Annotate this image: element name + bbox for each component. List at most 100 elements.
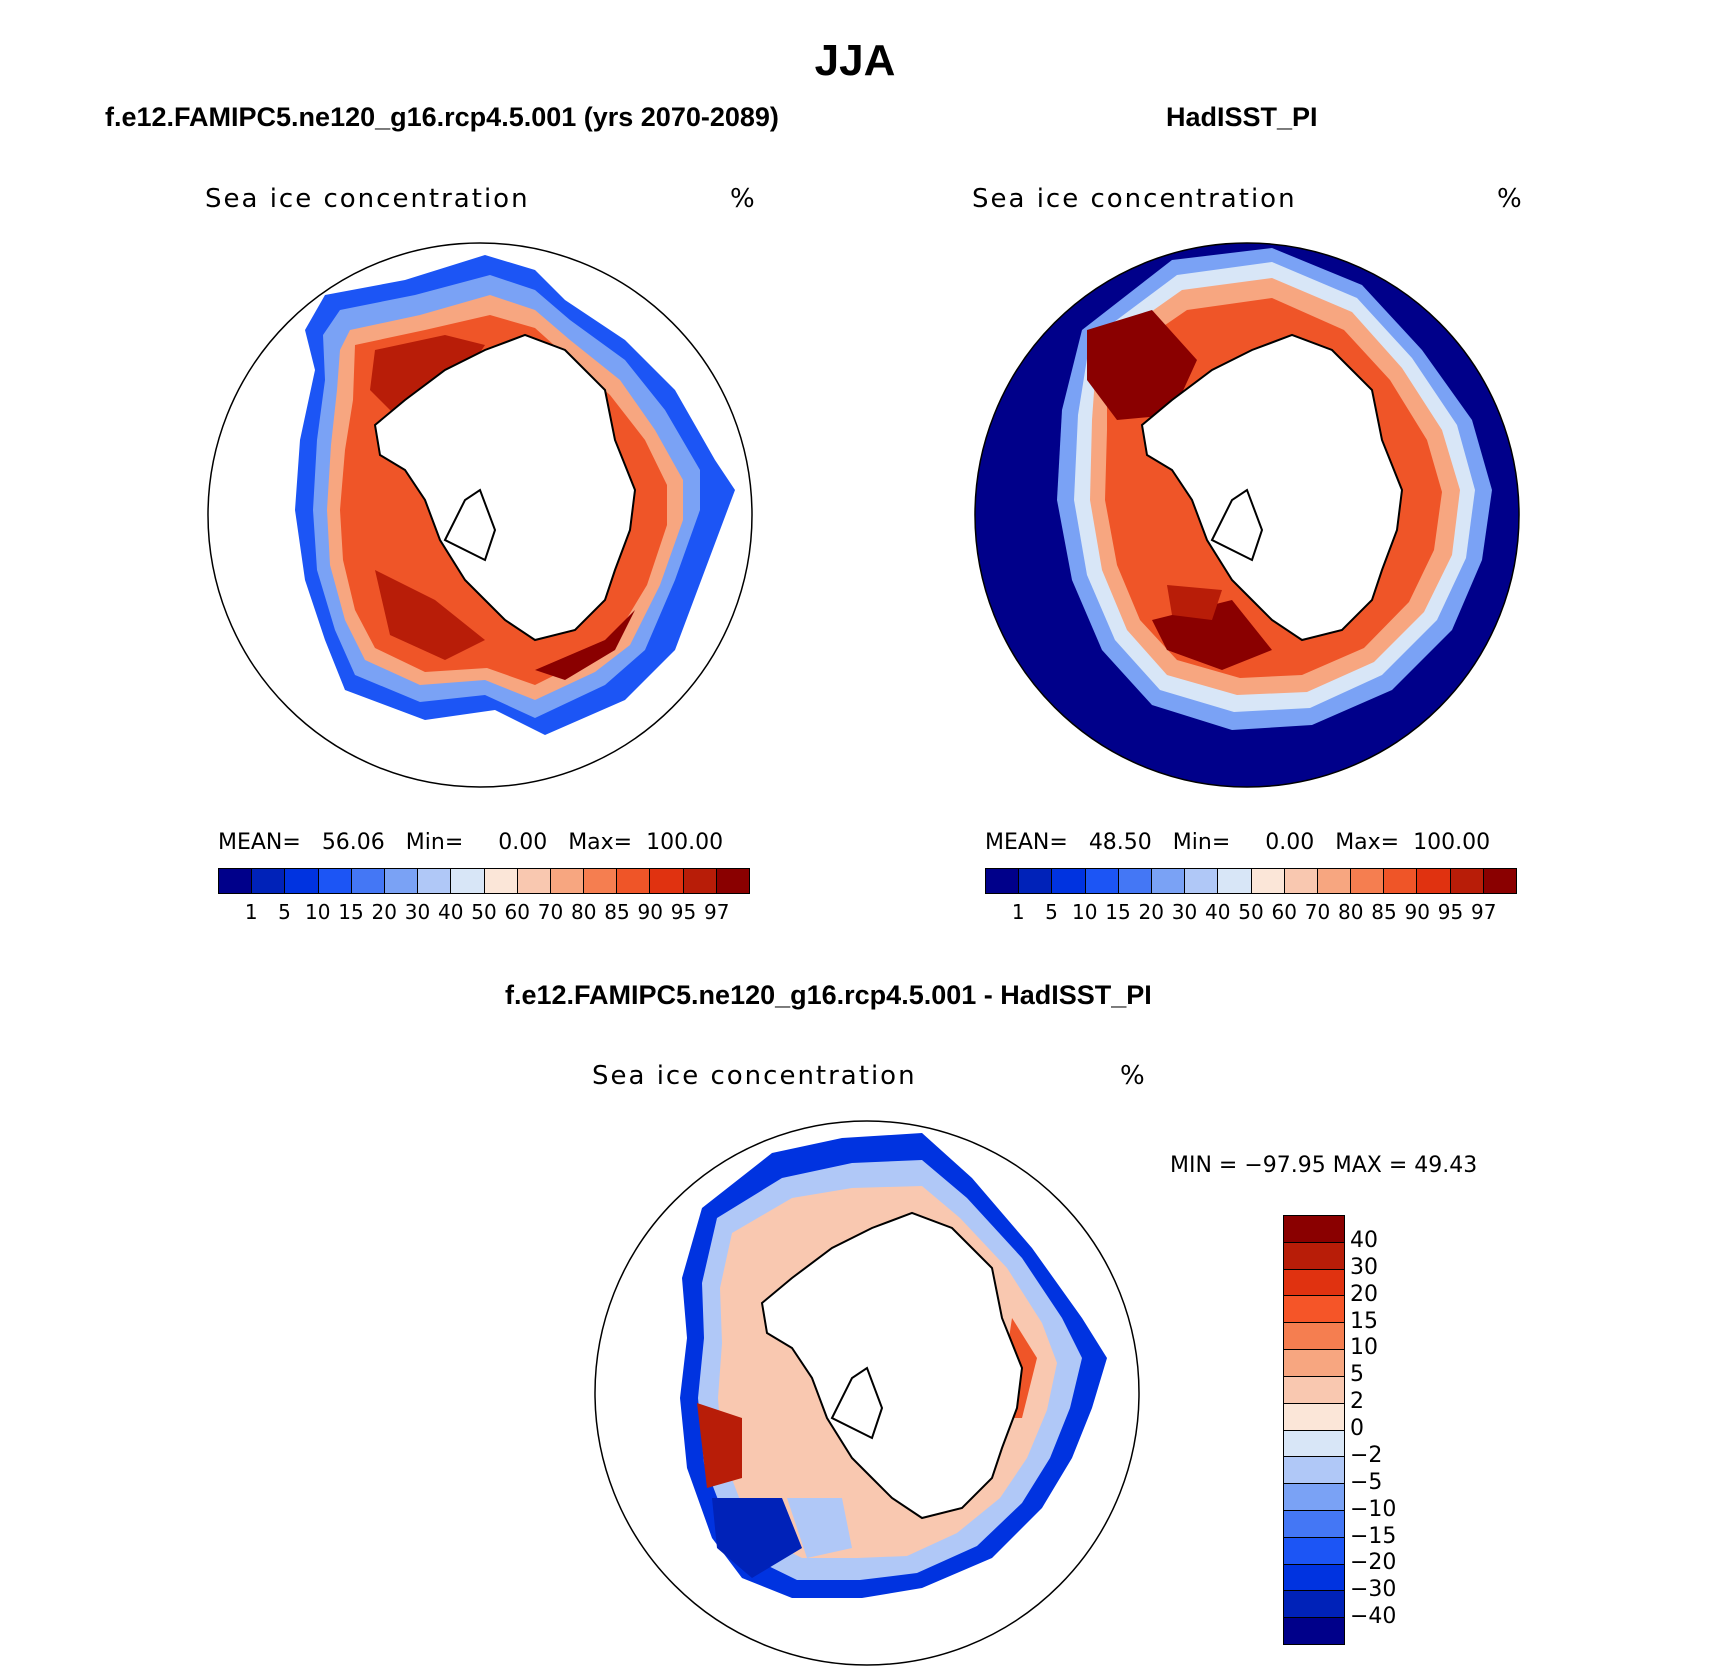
colorbar-tick-label: 90 — [1405, 900, 1430, 924]
colorbar-tick-label: 95 — [671, 900, 696, 924]
figure-title: JJA — [0, 36, 1710, 86]
colorbar-tick-label: 40 — [1350, 1228, 1378, 1253]
colorbar-swatch — [1285, 869, 1318, 893]
colorbar-tick-label: 70 — [538, 900, 563, 924]
colorbar-tick-label: 0 — [1350, 1416, 1364, 1441]
colorbar-swatch — [650, 869, 683, 893]
colorbar-model — [218, 868, 750, 894]
units-diff: % — [1120, 1061, 1147, 1091]
colorbar-tick-label: 5 — [1350, 1362, 1364, 1387]
colorbar-swatch — [1284, 1591, 1344, 1618]
colorbar-swatch — [684, 869, 717, 893]
colorbar-swatch — [717, 869, 749, 893]
stats-obs: MEAN= 48.50 Min= 0.00 Max= 100.00 — [985, 830, 1490, 855]
colorbar-swatch — [1284, 1404, 1344, 1431]
colorbar-tick-label: 10 — [305, 900, 330, 924]
colorbar-tick-label: 2 — [1350, 1389, 1364, 1414]
colorbar-tick-label: −20 — [1350, 1550, 1396, 1575]
panel-title-diff: f.e12.FAMIPC5.ne120_g16.rcp4.5.001 - Had… — [505, 980, 1152, 1011]
colorbar-swatch — [1052, 869, 1085, 893]
colorbar-tick-label: −30 — [1350, 1577, 1396, 1602]
colorbar-tick-label: 10 — [1072, 900, 1097, 924]
field-label-model: Sea ice concentration — [205, 184, 530, 214]
colorbar-tick-label: −5 — [1350, 1470, 1382, 1495]
colorbar-tick-label: 60 — [1272, 900, 1297, 924]
colorbar-swatch — [518, 869, 551, 893]
mean-value: 56.06 — [322, 830, 385, 855]
colorbar-tick-label: 95 — [1438, 900, 1463, 924]
colorbar-swatch — [1284, 1377, 1344, 1404]
colorbar-swatch — [1284, 1618, 1344, 1644]
colorbar-swatch — [1484, 869, 1516, 893]
colorbar-tick-label: 50 — [471, 900, 496, 924]
colorbar-swatch — [1284, 1484, 1344, 1511]
colorbar-tick-label: 15 — [1105, 900, 1130, 924]
colorbar-swatch — [1384, 869, 1417, 893]
colorbar-tick-label: 30 — [405, 900, 430, 924]
colorbar-swatch — [451, 869, 484, 893]
colorbar-tick-label: 30 — [1350, 1255, 1378, 1280]
colorbar-swatch — [1252, 869, 1285, 893]
colorbar-swatch — [617, 869, 650, 893]
colorbar-tick-label: −15 — [1350, 1524, 1396, 1549]
colorbar-swatch — [1284, 1431, 1344, 1458]
colorbar-tick-label: −2 — [1350, 1443, 1382, 1468]
colorbar-tick-label: 97 — [704, 900, 729, 924]
mean-label: MEAN= — [218, 830, 301, 855]
colorbar-tick-label: 97 — [1471, 900, 1496, 924]
mean-value: 48.50 — [1089, 830, 1152, 855]
colorbar-swatch — [584, 869, 617, 893]
colorbar-tick-label: 1 — [245, 900, 258, 924]
colorbar-swatch — [418, 869, 451, 893]
colorbar-tick-label: 20 — [1350, 1282, 1378, 1307]
panel-title-obs: HadISST_PI — [1166, 102, 1318, 133]
colorbar-swatch — [1284, 1323, 1344, 1350]
colorbar-swatch — [352, 869, 385, 893]
colorbar-tick-label: 10 — [1350, 1335, 1378, 1360]
colorbar-swatch — [385, 869, 418, 893]
colorbar-swatch — [1284, 1243, 1344, 1270]
colorbar-swatch — [1318, 869, 1351, 893]
colorbar-swatch — [1284, 1511, 1344, 1538]
colorbar-swatch — [285, 869, 318, 893]
colorbar-tick-label: −10 — [1350, 1497, 1396, 1522]
colorbar-tick-label: 20 — [1139, 900, 1164, 924]
colorbar-swatch — [1284, 1538, 1344, 1565]
colorbar-swatch — [1351, 869, 1384, 893]
colorbar-swatch — [1284, 1216, 1344, 1243]
colorbar-diff — [1283, 1215, 1345, 1645]
colorbar-tick-label: 50 — [1238, 900, 1263, 924]
map-model — [205, 240, 755, 790]
colorbar-tick-label: 40 — [1205, 900, 1230, 924]
units-model: % — [730, 184, 757, 214]
colorbar-swatch — [1119, 869, 1152, 893]
minmax-diff: MIN = −97.95 MAX = 49.43 — [1170, 1153, 1477, 1178]
max-label: Max= — [568, 830, 632, 855]
colorbar-swatch — [1417, 869, 1450, 893]
colorbar-swatch — [1019, 869, 1052, 893]
colorbar-tick-label: 60 — [505, 900, 530, 924]
colorbar-swatch — [1218, 869, 1251, 893]
min-label: Min= — [406, 830, 463, 855]
map-obs — [972, 240, 1522, 790]
colorbar-swatch — [986, 869, 1019, 893]
colorbar-ticks-model: 1 5 10 15 20 30 40 50 60 70 80 85 90 95 97 — [218, 900, 748, 926]
min-value: 0.00 — [498, 830, 547, 855]
colorbar-swatch — [1284, 1565, 1344, 1592]
colorbar-swatch — [1284, 1270, 1344, 1297]
colorbar-tick-label: 90 — [638, 900, 663, 924]
colorbar-tick-label: 30 — [1172, 900, 1197, 924]
max-label: Max= — [1335, 830, 1399, 855]
stats-model: MEAN= 56.06 Min= 0.00 Max= 100.00 — [218, 830, 723, 855]
field-label-obs: Sea ice concentration — [972, 184, 1297, 214]
colorbar-tick-label: 5 — [1045, 900, 1058, 924]
colorbar-swatch — [1451, 869, 1484, 893]
colorbar-tick-label: 20 — [372, 900, 397, 924]
min-value: 0.00 — [1265, 830, 1314, 855]
colorbar-swatch — [1185, 869, 1218, 893]
map-diff — [592, 1118, 1142, 1668]
colorbar-swatch — [1152, 869, 1185, 893]
panel-title-model: f.e12.FAMIPC5.ne120_g16.rcp4.5.001 (yrs … — [105, 102, 779, 133]
colorbar-ticks-diff: 40 30 20 15 10 5 2 0 −2 −5 −10 −15 −20 −30 −40 — [1350, 1215, 1430, 1643]
colorbar-tick-label: −40 — [1350, 1604, 1396, 1629]
